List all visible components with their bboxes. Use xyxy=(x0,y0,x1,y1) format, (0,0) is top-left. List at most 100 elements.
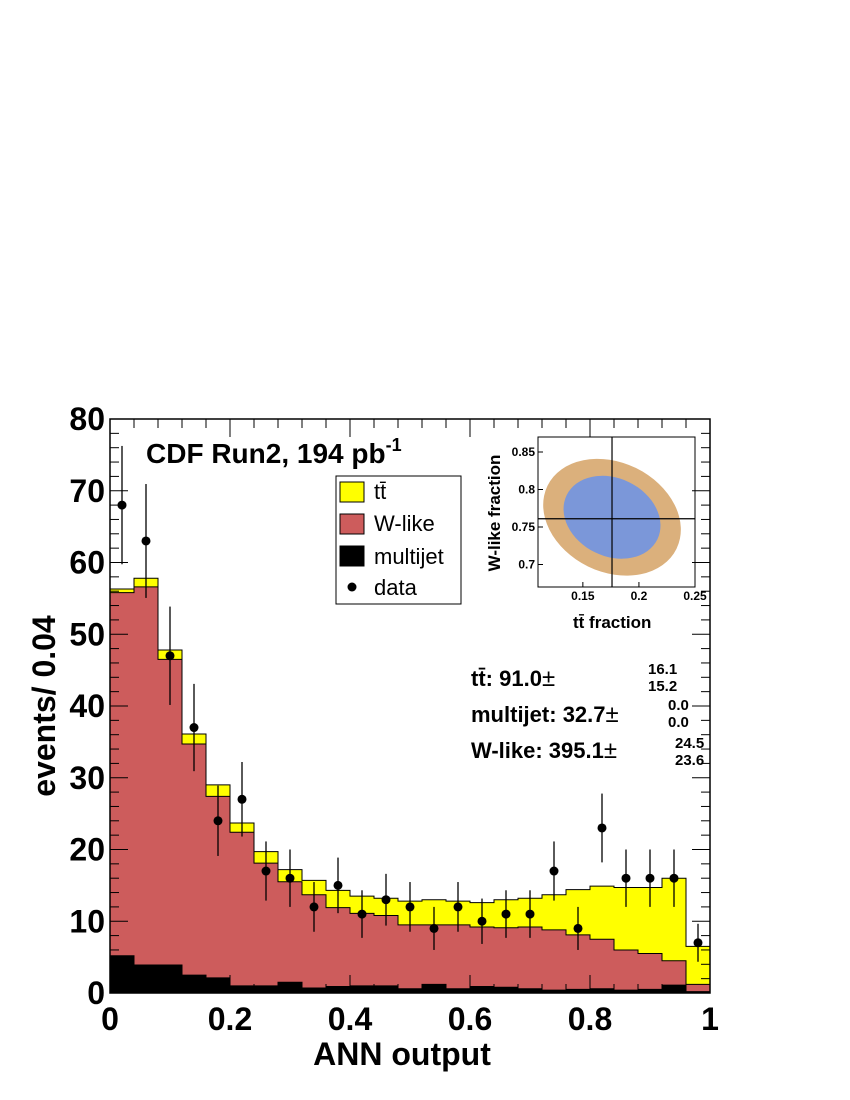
data-point-15 xyxy=(477,916,487,926)
bar-multijet-3 xyxy=(182,975,207,993)
data-point-6 xyxy=(261,866,271,876)
legend-swatch-multijet xyxy=(339,545,365,567)
bar-multijet-23 xyxy=(662,985,687,993)
data-point-13 xyxy=(429,923,439,933)
inset-contour-plot: 0.15 0.2 0.25 0.7 0.75 0.8 0.85 tt̄ fraction W… xyxy=(485,436,707,632)
chart-title-main: CDF Run2, 194 pb xyxy=(146,438,386,469)
y-tick-label-3: 30 xyxy=(69,760,105,796)
data-point-7 xyxy=(285,873,295,883)
data-point-20 xyxy=(597,823,607,833)
inset-x-tick-label-0: 0.15 xyxy=(571,589,595,603)
fit-ttbar-value: 91.0 xyxy=(499,666,542,691)
inset-axis-ticks: 0.15 0.2 0.25 0.7 0.75 0.8 0.85 xyxy=(512,445,707,603)
data-point-16 xyxy=(501,909,511,919)
fit-results: tt̄: 91.0± 16.1 15.2 multijet: 32.7± 0.0… xyxy=(471,661,704,769)
y-tick-label-1: 10 xyxy=(69,903,105,939)
data-point-4 xyxy=(213,816,223,826)
bar-wlike-12 xyxy=(398,924,423,989)
fit-wlike-pm: ± xyxy=(604,737,617,764)
legend-swatch-wlike xyxy=(339,513,365,535)
x-axis-label: ANN output xyxy=(313,1036,491,1072)
bar-multijet-19 xyxy=(566,989,591,993)
fit-multijet-up: 0.0 xyxy=(668,697,689,714)
legend-label-wlike: W-like xyxy=(374,511,435,536)
bar-wlike-2 xyxy=(158,659,183,966)
data-point-5 xyxy=(237,794,247,804)
bar-multijet-6 xyxy=(254,985,279,993)
y-tick-label-4: 40 xyxy=(69,688,105,724)
data-point-22 xyxy=(645,873,655,883)
fit-multijet-label: multijet: xyxy=(471,702,557,727)
fit-wlike-up: 24.5 xyxy=(675,735,704,752)
inset-y-tick-label-3: 0.85 xyxy=(512,445,536,459)
y-tick-label-5: 50 xyxy=(69,616,105,652)
bar-wlike-18 xyxy=(542,929,567,991)
y-tick-label-6: 60 xyxy=(69,545,105,581)
x-tick-label-1: 0.2 xyxy=(208,1001,252,1037)
bar-multijet-4 xyxy=(206,977,231,993)
fit-ttbar-down: 15.2 xyxy=(648,678,677,695)
bar-multijet-7 xyxy=(278,982,303,993)
bar-multijet-18 xyxy=(542,990,567,993)
bar-multijet-1 xyxy=(134,965,159,993)
data-point-8 xyxy=(309,902,319,912)
bar-multijet-15 xyxy=(470,986,495,993)
bar-wlike-0 xyxy=(110,592,135,956)
legend: tt̄ W-like multijet data xyxy=(335,475,462,605)
bar-multijet-17 xyxy=(518,988,543,993)
fit-multijet-pm: ± xyxy=(606,701,619,728)
y-tick-label-0: 0 xyxy=(87,975,105,1011)
data-point-9 xyxy=(333,880,343,890)
bar-wlike-3 xyxy=(182,744,207,976)
chart-title-superscript: -1 xyxy=(386,435,402,455)
bar-wlike-9 xyxy=(326,907,351,987)
legend-label-multijet: multijet xyxy=(374,544,444,569)
bar-wlike-21 xyxy=(614,949,639,991)
chart-title: CDF Run2, 194 pb-1 xyxy=(146,435,402,469)
fit-wlike-label: W-like: xyxy=(471,738,543,763)
bar-wlike-24 xyxy=(686,984,711,992)
legend-label-ttbar: tt̄ xyxy=(374,479,386,504)
bar-multijet-9 xyxy=(326,986,351,993)
bar-multijet-22 xyxy=(638,989,663,993)
bar-multijet-11 xyxy=(374,985,399,993)
bar-multijet-0 xyxy=(110,955,135,993)
inset-x-tick-label-1: 0.2 xyxy=(631,589,648,603)
bar-wlike-5 xyxy=(230,832,255,986)
bar-wlike-14 xyxy=(446,924,471,989)
bar-multijet-14 xyxy=(446,988,471,993)
data-points xyxy=(117,445,703,962)
bar-multijet-8 xyxy=(302,987,327,993)
legend-swatch-ttbar xyxy=(339,481,365,503)
data-point-18 xyxy=(549,866,559,876)
y-tick-label-7: 70 xyxy=(69,473,105,509)
stack-outline-ttbar xyxy=(110,577,710,947)
fit-wlike: W-like: 395.1± xyxy=(471,737,617,764)
bar-multijet-16 xyxy=(494,987,519,993)
fit-wlike-value: 395.1 xyxy=(549,738,604,763)
x-tick-label-4: 0.8 xyxy=(568,1001,612,1037)
fit-ttbar: tt̄: 91.0± xyxy=(471,665,555,692)
stacked-histogram xyxy=(110,577,711,993)
inset-y-tick-label-2: 0.8 xyxy=(518,483,535,497)
data-point-21 xyxy=(621,873,631,883)
bar-multijet-10 xyxy=(350,985,375,993)
stack-outline-wlike xyxy=(110,586,710,985)
bar-multijet-12 xyxy=(398,988,423,993)
bar-wlike-11 xyxy=(374,915,399,986)
fit-ttbar-pm: ± xyxy=(542,665,555,692)
inset-y-tick-label-1: 0.75 xyxy=(512,520,536,534)
data-point-23 xyxy=(669,873,679,883)
bar-multijet-2 xyxy=(158,965,183,993)
data-point-24 xyxy=(693,938,703,948)
x-tick-label-0: 0 xyxy=(101,1001,119,1037)
fit-multijet: multijet: 32.7± xyxy=(471,701,619,728)
x-tick-label-3: 0.6 xyxy=(448,1001,492,1037)
legend-label-data: data xyxy=(374,575,418,600)
bar-wlike-23 xyxy=(662,960,687,986)
fit-ttbar-label: tt̄: xyxy=(471,666,493,691)
fit-multijet-value: 32.7 xyxy=(563,702,606,727)
y-axis-label: events/ 0.04 xyxy=(26,615,62,797)
